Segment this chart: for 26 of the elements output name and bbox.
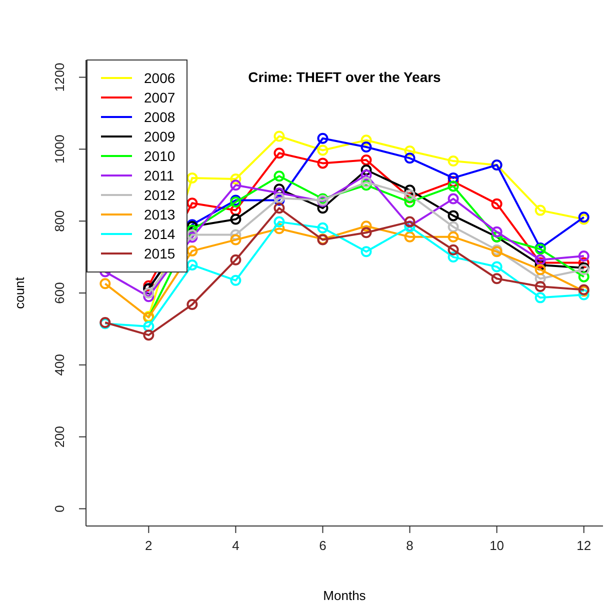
y-tick-label: 800 (52, 210, 67, 232)
y-tick-label: 0 (52, 505, 67, 512)
y-tick-label: 1000 (52, 134, 67, 164)
y-tick-label: 200 (52, 426, 67, 448)
legend-label: 2011 (144, 168, 174, 184)
x-tick-label: 8 (406, 538, 414, 553)
legend-label: 2008 (144, 109, 176, 125)
legend-label: 2013 (144, 206, 176, 222)
x-tick-label: 12 (576, 538, 592, 553)
legend-label: 2006 (144, 70, 176, 86)
x-tick-label: 4 (232, 538, 240, 553)
text: Crime: THEFT over the Years (248, 69, 442, 85)
legend-label: 2010 (144, 148, 176, 164)
y-tick-label: 1200 (52, 62, 67, 92)
legend-label: 2014 (144, 226, 176, 242)
y-axis-title: count (12, 276, 27, 309)
legend-label: 2012 (144, 187, 176, 203)
x-tick-label: 10 (490, 538, 504, 553)
y-tick-label: 400 (52, 354, 67, 376)
legend-label: 2009 (144, 128, 176, 144)
x-tick-label: 2 (145, 538, 152, 553)
legend-label: 2015 (144, 246, 176, 262)
x-tick-label: 6 (319, 538, 326, 553)
y-tick-label: 600 (52, 282, 67, 304)
legend-label: 2007 (144, 90, 176, 106)
x-axis-title: Months (323, 588, 366, 603)
